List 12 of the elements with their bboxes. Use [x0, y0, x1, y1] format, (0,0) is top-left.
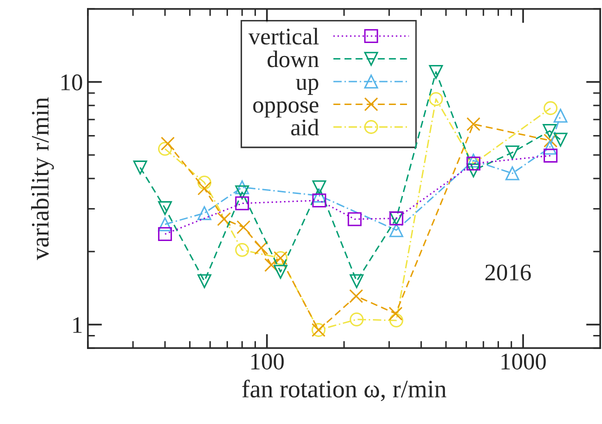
legend-label: aid [291, 118, 319, 136]
legend-label: down [268, 50, 319, 68]
y-tick-label: 10 [61, 74, 82, 90]
legend-label: up [296, 78, 318, 95]
annotation: 2016 [485, 264, 531, 280]
x-tick-label: 100 [251, 354, 284, 370]
legend-label: oppose [253, 101, 318, 118]
y-axis-title: variability r/min [31, 97, 54, 260]
x-axis-title: fan rotation ω, r/min [242, 380, 446, 402]
y-tick-label: 1 [73, 317, 82, 333]
x-tick-label: 1000 [502, 354, 546, 370]
legend-label: vertical [248, 28, 319, 45]
